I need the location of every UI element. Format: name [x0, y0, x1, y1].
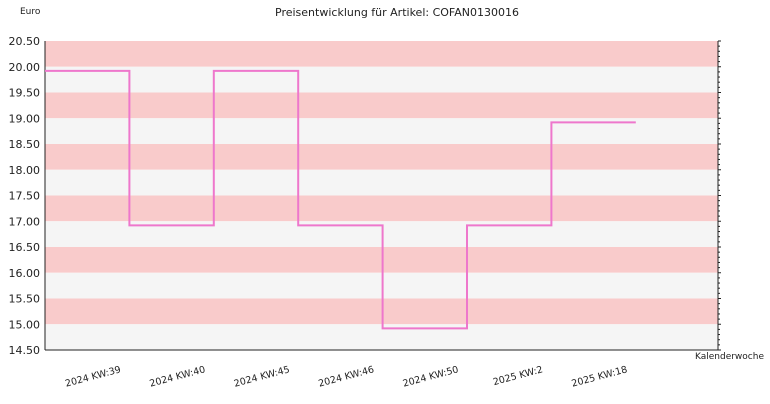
x-tick-label: 2024 KW:46: [317, 364, 375, 389]
grid-band: [45, 195, 718, 222]
x-tick-label: 2024 KW:45: [233, 364, 291, 389]
x-tick-labels: 2024 KW:39 2024 KW:40 2024 KW:45 2024 KW:46…: [64, 364, 629, 389]
y-tick-label: 15.00: [9, 318, 41, 331]
grid-band: [45, 66, 718, 93]
x-axis-label: Kalenderwoche: [695, 352, 764, 362]
x-tick-label: 2025 KW:18: [570, 364, 628, 389]
axes: [44, 40, 721, 351]
y-tick-label: 14.50: [9, 344, 41, 357]
grid-band: [45, 247, 718, 273]
y-tick-label: 16.00: [9, 267, 41, 280]
background-bands: [45, 41, 718, 350]
grid-band: [45, 41, 718, 67]
y-tick-label: 16.50: [9, 241, 41, 254]
y-tick-label: 18.50: [9, 138, 41, 151]
y-tick-label: 15.50: [9, 293, 41, 306]
y-tick-label: 20.00: [9, 61, 41, 74]
y-tick-labels: 14.50 15.00 15.50 16.00 16.50 17.00 17.50 18.00…: [9, 35, 41, 357]
x-tick-label: 2024 KW:40: [148, 364, 206, 389]
y-tick-label: 17.00: [9, 215, 41, 228]
grid-band: [45, 324, 718, 350]
grid-band: [45, 92, 718, 119]
price-series-line: [45, 69, 636, 330]
chart-title: Preisentwicklung für Artikel: COFAN01300…: [275, 6, 519, 19]
grid-band: [45, 144, 718, 170]
y-tick-label: 19.00: [9, 112, 41, 125]
y-tick-label: 20.50: [9, 35, 41, 48]
x-tick-label: 2024 KW:39: [64, 364, 122, 389]
y-tick-label: 19.50: [9, 87, 41, 100]
grid-band: [45, 169, 718, 196]
y-tick-label: 17.50: [9, 190, 41, 203]
grid-band: [45, 298, 718, 325]
x-tick-label: 2025 KW:2: [492, 364, 544, 388]
y-axis-label: Euro: [20, 7, 41, 17]
y-tick-label: 18.00: [9, 164, 41, 177]
grid-band: [45, 272, 718, 299]
x-tick-label: 2024 KW:50: [402, 364, 460, 389]
